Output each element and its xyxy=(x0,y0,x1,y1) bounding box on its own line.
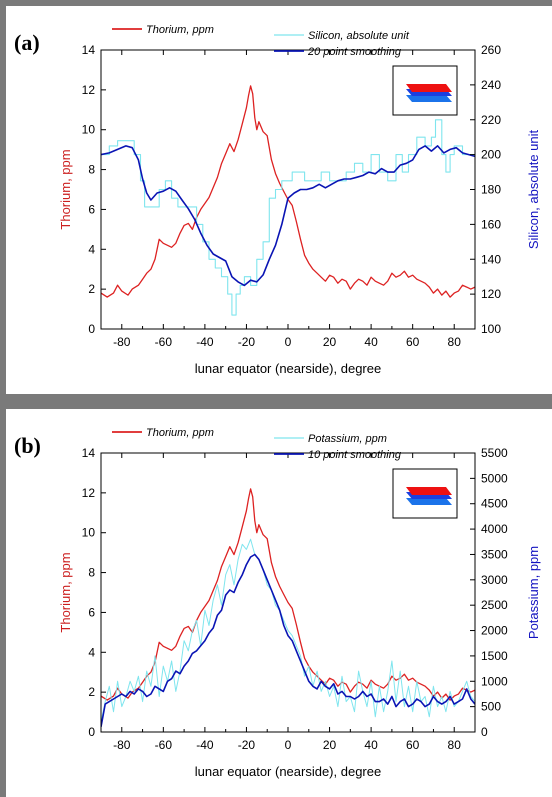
legend-label: Potassium, ppm xyxy=(308,433,387,445)
y-right-tick-label: 220 xyxy=(481,113,501,127)
y-left-tick-label: 12 xyxy=(82,486,96,500)
legend-label: Thorium, ppm xyxy=(146,427,214,439)
y-left-tick-label: 8 xyxy=(88,163,95,177)
y-right-tick-label: 4500 xyxy=(481,497,508,511)
y-right-tick-label: 140 xyxy=(481,252,501,266)
y-left-tick-label: 4 xyxy=(88,242,95,256)
x-tick-label: 40 xyxy=(364,738,378,752)
y-right-tick-label: 180 xyxy=(481,183,501,197)
x-tick-label: -60 xyxy=(155,335,173,349)
y-left-tick-label: 2 xyxy=(88,685,95,699)
series-line-10-point-smoothing xyxy=(101,553,475,728)
series-line-silicon-absolute-unit xyxy=(101,119,475,316)
x-tick-label: -40 xyxy=(196,335,214,349)
series-line-20-point-smoothing xyxy=(101,145,475,287)
panel-label: (b) xyxy=(14,433,41,458)
x-tick-label: 80 xyxy=(448,738,462,752)
y-right-tick-label: 100 xyxy=(481,322,501,336)
layers-icon xyxy=(392,65,458,116)
y-right-axis-label: Potassium, ppm xyxy=(526,546,541,639)
y-right-tick-label: 5500 xyxy=(481,446,508,460)
x-axis-label: lunar equator (nearside), degree xyxy=(195,361,381,376)
y-right-tick-label: 2000 xyxy=(481,624,508,638)
panel-label: (a) xyxy=(14,30,40,55)
legend-label: Silicon, absolute unit xyxy=(308,30,410,42)
panel-b: (b) -80 -60 -40 -20 0 20 40 60 80 0 2 4 6 8 10 12 14 0 500 1… xyxy=(6,409,552,797)
y-left-axis-label: Thorium, ppm xyxy=(58,149,73,229)
x-axis-label: lunar equator (nearside), degree xyxy=(195,764,381,779)
chart-b: (b) -80 -60 -40 -20 0 20 40 60 80 0 2 4 6 8 10 12 14 0 500 1… xyxy=(14,427,541,779)
x-tick-label: -40 xyxy=(196,738,214,752)
y-left-tick-label: 14 xyxy=(82,43,96,57)
series-line-thorium-ppm xyxy=(101,488,475,701)
y-right-tick-label: 500 xyxy=(481,700,501,714)
y-left-tick-label: 10 xyxy=(82,123,96,137)
y-right-tick-label: 4000 xyxy=(481,522,508,536)
series-line-thorium-ppm xyxy=(101,85,475,298)
y-right-tick-label: 0 xyxy=(481,725,488,739)
x-tick-label: 60 xyxy=(406,335,420,349)
x-tick-label: 0 xyxy=(285,335,292,349)
x-tick-label: 40 xyxy=(364,335,378,349)
chart-a: (a) -80 -60 -40 -20 0 20 40 60 80 0 2 4 6 8 10 12 14 100 12… xyxy=(14,24,541,376)
y-left-tick-label: 8 xyxy=(88,566,95,580)
panel-a: (a) -80 -60 -40 -20 0 20 40 60 80 0 2 4 6 8 10 12 14 100 12… xyxy=(6,6,552,394)
y-right-tick-label: 260 xyxy=(481,43,501,57)
y-right-tick-label: 240 xyxy=(481,78,501,92)
y-left-tick-label: 6 xyxy=(88,202,95,216)
x-tick-label: -80 xyxy=(113,738,131,752)
x-tick-label: 20 xyxy=(323,738,337,752)
x-tick-label: 0 xyxy=(285,738,292,752)
x-tick-label: -20 xyxy=(238,738,256,752)
y-left-axis-label: Thorium, ppm xyxy=(58,552,73,632)
legend-label: 10 point smoothing xyxy=(308,449,402,461)
y-right-tick-label: 2500 xyxy=(481,598,508,612)
y-right-axis-label: Silicon, absolute unit xyxy=(526,129,541,249)
x-tick-label: 20 xyxy=(323,335,337,349)
series-group xyxy=(101,488,475,728)
legend-label: 20 point smoothing xyxy=(307,46,402,58)
y-right-tick-label: 200 xyxy=(481,148,501,162)
y-right-tick-label: 5000 xyxy=(481,471,508,485)
y-right-tick-label: 120 xyxy=(481,287,501,301)
y-right-tick-label: 1000 xyxy=(481,674,508,688)
y-right-tick-label: 3500 xyxy=(481,547,508,561)
y-left-tick-label: 4 xyxy=(88,645,95,659)
layers-icon xyxy=(392,468,458,519)
legend-label: Thorium, ppm xyxy=(146,24,214,36)
x-tick-label: 60 xyxy=(406,738,420,752)
y-left-tick-label: 2 xyxy=(88,282,95,296)
y-left-tick-label: 0 xyxy=(88,322,95,336)
y-left-tick-label: 10 xyxy=(82,526,96,540)
y-right-tick-label: 1500 xyxy=(481,649,508,663)
y-left-tick-label: 0 xyxy=(88,725,95,739)
y-left-tick-label: 6 xyxy=(88,605,95,619)
y-left-tick-label: 12 xyxy=(82,83,96,97)
x-tick-label: -60 xyxy=(155,738,173,752)
series-line-potassium-ppm xyxy=(101,538,475,723)
series-group xyxy=(101,85,475,316)
y-right-tick-label: 3000 xyxy=(481,573,508,587)
x-tick-label: -80 xyxy=(113,335,131,349)
y-right-tick-label: 160 xyxy=(481,217,501,231)
x-tick-label: -20 xyxy=(238,335,256,349)
x-tick-label: 80 xyxy=(448,335,462,349)
y-left-tick-label: 14 xyxy=(82,446,96,460)
